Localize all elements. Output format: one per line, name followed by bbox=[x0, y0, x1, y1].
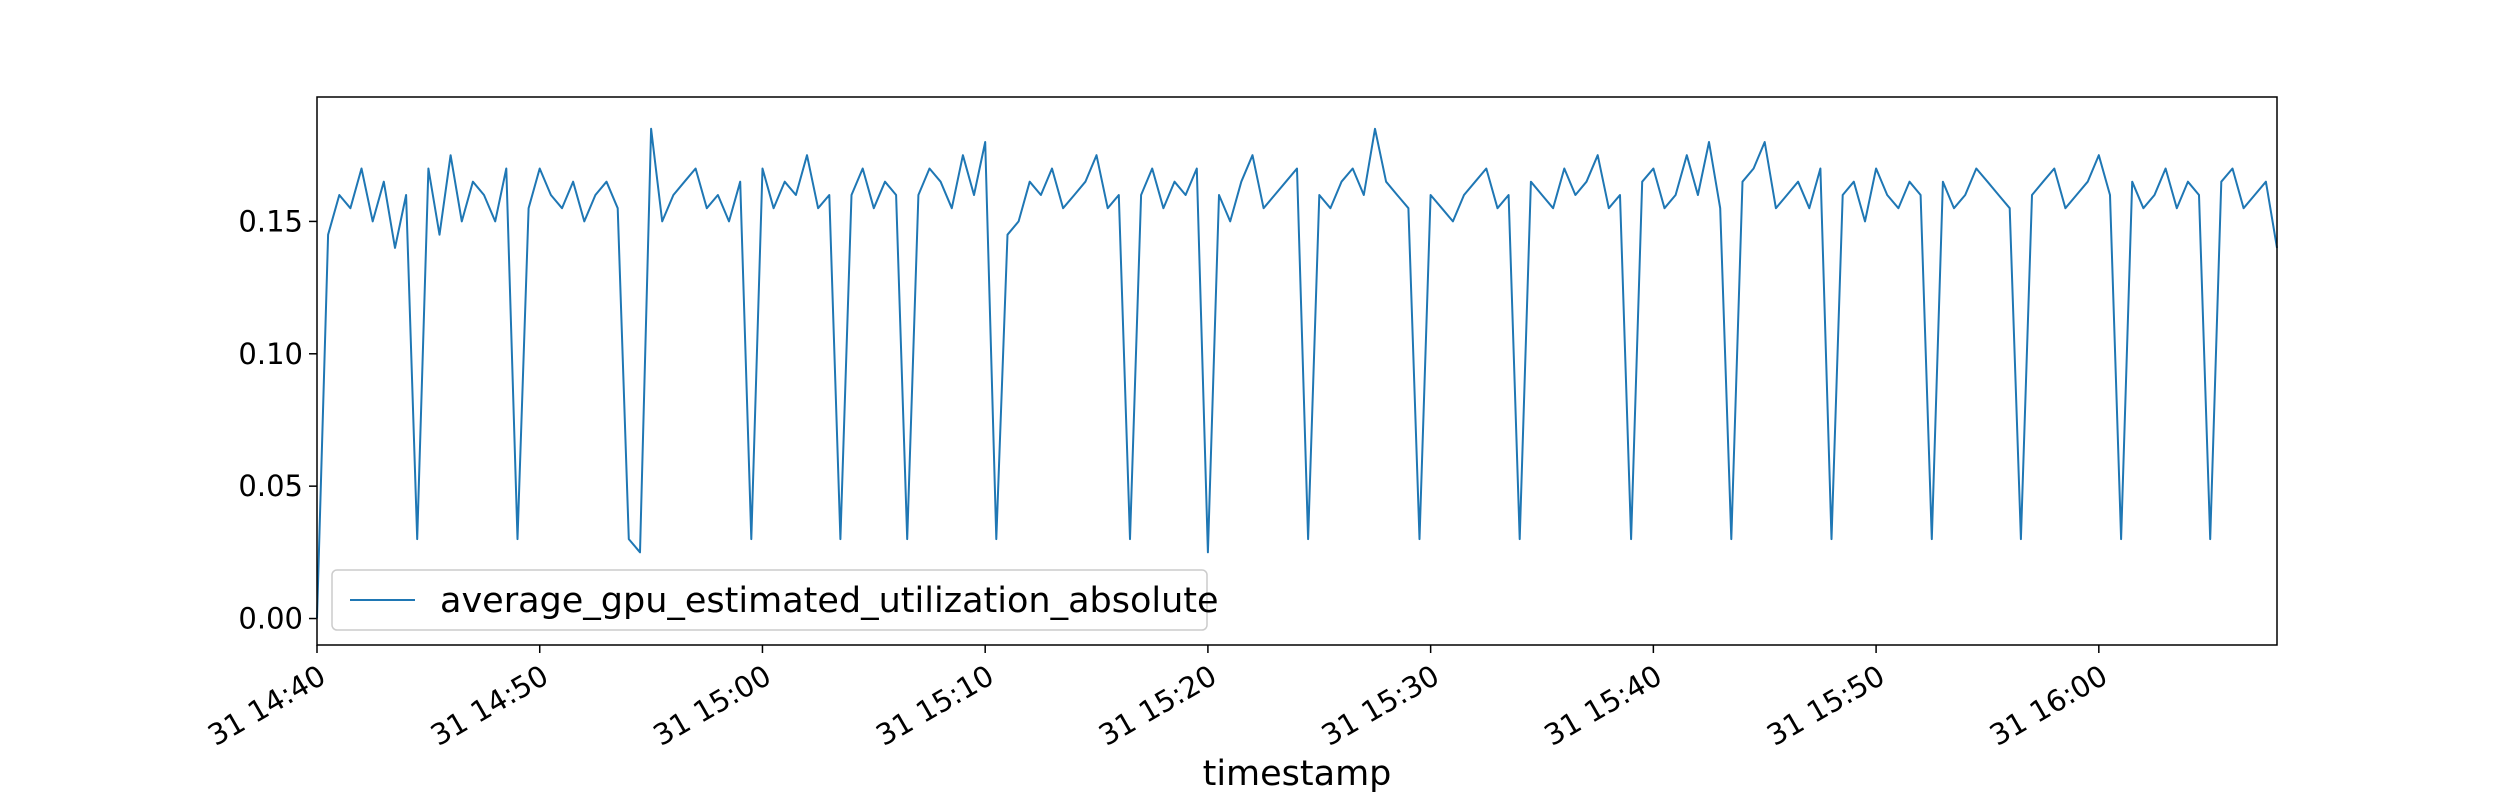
legend: average_gpu_estimated_utilization_absolu… bbox=[331, 569, 1219, 631]
x-tick-label: 31 15:50 bbox=[1761, 658, 1890, 752]
y-tick-label: 0.05 bbox=[238, 469, 303, 503]
x-tick-label: 31 15:00 bbox=[647, 658, 776, 752]
x-tick-label: 31 15:30 bbox=[1316, 658, 1445, 752]
x-tick-label: 31 14:40 bbox=[202, 658, 331, 752]
series-layer bbox=[316, 127, 2278, 619]
x-tick-label: 31 15:20 bbox=[1093, 658, 1222, 752]
x-tick-label: 31 16:00 bbox=[1984, 658, 2113, 752]
plot-frame bbox=[316, 96, 2278, 646]
y-tick-label: 0.15 bbox=[238, 204, 303, 238]
x-axis-title: timestamp bbox=[1203, 754, 1392, 794]
x-tick-label: 31 15:10 bbox=[870, 658, 999, 752]
x-axis-ticks: 31 14:40 31 14:50 31 15:00 31 15:10 31 15:20… bbox=[202, 645, 2113, 753]
y-tick-label: 0.00 bbox=[238, 602, 303, 636]
series-line bbox=[316, 127, 2278, 619]
y-tick-label: 0.10 bbox=[238, 337, 303, 371]
x-tick-label: 31 15:40 bbox=[1538, 658, 1667, 752]
legend-box bbox=[331, 569, 1208, 631]
legend-label: average_gpu_estimated_utilization_absolu… bbox=[440, 581, 1219, 621]
x-tick-label: 31 14:50 bbox=[425, 658, 554, 752]
y-axis-ticks: 0.00 0.05 0.10 0.15 bbox=[238, 204, 317, 636]
